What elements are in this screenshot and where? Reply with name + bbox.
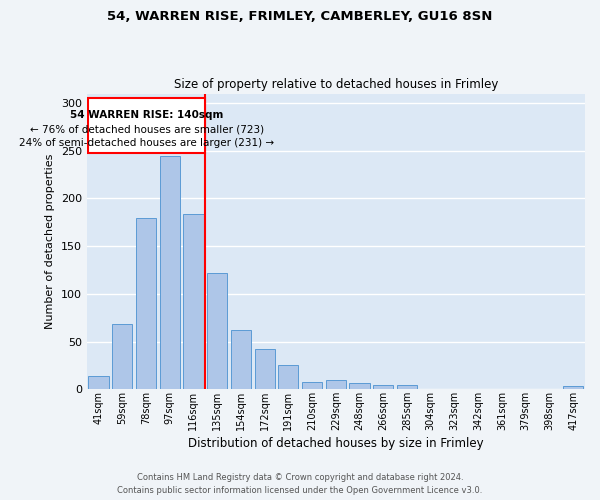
Text: ← 76% of detached houses are smaller (723): ← 76% of detached houses are smaller (72… bbox=[29, 124, 263, 134]
Bar bbox=[326, 380, 346, 390]
Bar bbox=[563, 386, 583, 390]
Bar bbox=[88, 376, 109, 390]
Bar bbox=[373, 384, 394, 390]
Bar bbox=[349, 382, 370, 390]
Bar bbox=[231, 330, 251, 390]
Text: Contains HM Land Registry data © Crown copyright and database right 2024.
Contai: Contains HM Land Registry data © Crown c… bbox=[118, 474, 482, 495]
Bar bbox=[302, 382, 322, 390]
X-axis label: Distribution of detached houses by size in Frimley: Distribution of detached houses by size … bbox=[188, 437, 484, 450]
Text: 54 WARREN RISE: 140sqm: 54 WARREN RISE: 140sqm bbox=[70, 110, 223, 120]
Bar bbox=[254, 349, 275, 390]
Text: 24% of semi-detached houses are larger (231) →: 24% of semi-detached houses are larger (… bbox=[19, 138, 274, 148]
Title: Size of property relative to detached houses in Frimley: Size of property relative to detached ho… bbox=[173, 78, 498, 91]
Y-axis label: Number of detached properties: Number of detached properties bbox=[45, 154, 55, 329]
Text: 54, WARREN RISE, FRIMLEY, CAMBERLEY, GU16 8SN: 54, WARREN RISE, FRIMLEY, CAMBERLEY, GU1… bbox=[107, 10, 493, 23]
Bar bbox=[160, 156, 180, 390]
Bar bbox=[136, 218, 156, 390]
Bar bbox=[184, 214, 203, 390]
Bar bbox=[207, 273, 227, 390]
Bar bbox=[397, 386, 417, 390]
Bar bbox=[88, 98, 205, 152]
Bar bbox=[112, 324, 133, 390]
Bar bbox=[278, 366, 298, 390]
